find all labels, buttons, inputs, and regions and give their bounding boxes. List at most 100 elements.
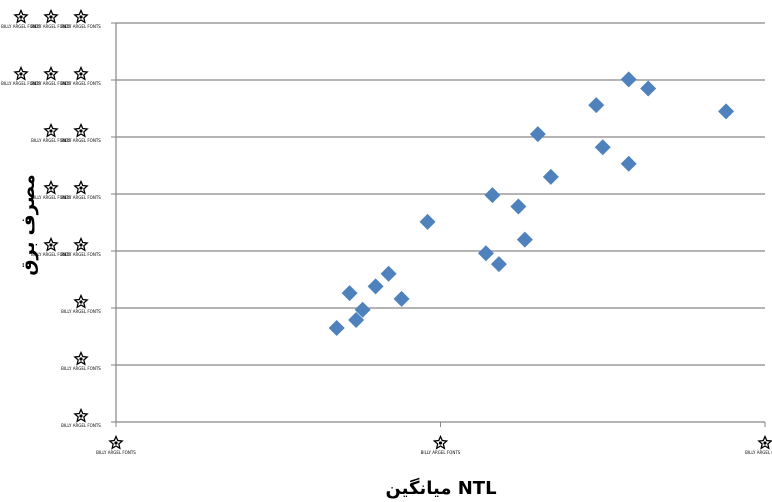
data-point-0-18 [620,71,637,88]
star-center-icon [79,300,83,304]
tick-glyph-caption: BILLY ARGEL FONTS [421,450,461,455]
star-center-icon [19,15,23,19]
y-tick-label-3-1: BILLY ARGEL FONTS [31,236,71,257]
y-tick-label-6-1: BILLY ARGEL FONTS [31,65,71,86]
star-glyph-icon [43,8,59,24]
data-point-0-20 [718,103,735,120]
data-point-0-13 [529,126,546,143]
y-tick-label-6-0: BILLY ARGEL FONTS [61,65,101,86]
star-glyph-icon [43,179,59,195]
tick-glyph-caption: BILLY ARGEL FONTS [96,450,136,455]
y-tick-label-7-0: BILLY ARGEL FONTS [61,8,101,29]
star-glyph-icon [43,122,59,138]
tick-glyph-caption: BILLY ARGEL FONTS [1,24,41,29]
x-tick-label-0.5: BILLY ARGEL FONTS [421,434,461,455]
data-point-0-9 [484,187,501,204]
data-point-0-4 [367,278,384,295]
star-glyph-icon [73,8,89,24]
data-point-0-0 [328,319,345,336]
tick-glyph-caption: BILLY ARGEL FONTS [31,138,71,143]
star-center-icon [49,243,53,247]
tick-glyph-caption: BILLY ARGEL FONTS [745,450,772,455]
data-point-0-2 [348,311,365,328]
y-tick-label-5-1: BILLY ARGEL FONTS [31,122,71,143]
y-tick-label-6-2: BILLY ARGEL FONTS [1,65,41,86]
data-point-0-11 [510,198,527,215]
star-center-icon [79,15,83,19]
data-point-0-8 [477,245,494,262]
data-point-0-16 [594,139,611,156]
y-tick-label-4-0: BILLY ARGEL FONTS [61,179,101,200]
star-center-icon [49,186,53,190]
gridlines [116,22,765,366]
data-points [328,71,735,336]
star-glyph-icon [43,65,59,81]
tick-glyph-caption: BILLY ARGEL FONTS [31,252,71,257]
star-center-icon [49,129,53,133]
y-tick-label-3-0: BILLY ARGEL FONTS [61,236,101,257]
star-glyph-icon [13,8,29,24]
star-center-icon [79,243,83,247]
data-point-0-19 [640,80,657,97]
star-center-icon [763,441,767,445]
data-point-0-14 [542,168,559,185]
star-center-icon [79,186,83,190]
star-center-icon [79,129,83,133]
star-center-icon [114,441,118,445]
star-glyph-icon [108,434,124,450]
star-center-icon [79,414,83,418]
star-glyph-icon [73,407,89,423]
star-center-icon [19,72,23,76]
tick-glyph-caption: BILLY ARGEL FONTS [61,24,101,29]
tick-glyph-caption: BILLY ARGEL FONTS [61,138,101,143]
star-center-icon [79,357,83,361]
y-tick-label-2-0: BILLY ARGEL FONTS [61,293,101,314]
star-center-icon [438,441,443,445]
data-point-0-3 [354,301,371,318]
tick-glyph-caption: BILLY ARGEL FONTS [31,81,71,86]
tick-glyph-caption: BILLY ARGEL FONTS [1,81,41,86]
data-point-0-7 [419,213,436,230]
data-point-0-12 [516,231,533,248]
y-tick-label-4-1: BILLY ARGEL FONTS [31,179,71,200]
data-point-0-15 [588,97,605,114]
data-point-0-6 [393,290,410,307]
star-glyph-icon [13,65,29,81]
data-point-0-5 [380,265,397,282]
star-glyph-icon [73,293,89,309]
y-tick-label-0-0: BILLY ARGEL FONTS [61,407,101,428]
star-glyph-icon [73,122,89,138]
x-axis-title: میانگین NTL [385,477,496,499]
data-point-0-10 [490,256,507,273]
tick-glyph-caption: BILLY ARGEL FONTS [61,195,101,200]
axes [111,22,766,427]
tick-glyph-caption: BILLY ARGEL FONTS [31,195,71,200]
y-tick-label-5-0: BILLY ARGEL FONTS [61,122,101,143]
star-glyph-icon [73,65,89,81]
star-glyph-icon [432,434,449,450]
data-point-0-17 [620,155,637,172]
tick-glyph-caption: BILLY ARGEL FONTS [61,252,101,257]
data-point-0-1 [341,285,358,302]
y-tick-label-7-2: BILLY ARGEL FONTS [1,8,41,29]
star-glyph-icon [757,434,772,450]
star-center-icon [49,15,53,19]
y-tick-label-7-1: BILLY ARGEL FONTS [31,8,71,29]
star-center-icon [79,72,83,76]
y-axis-title: مصرف برق [18,174,39,275]
tick-glyph-caption: BILLY ARGEL FONTS [61,81,101,86]
tick-glyph-caption: BILLY ARGEL FONTS [61,309,101,314]
y-tick-label-1-0: BILLY ARGEL FONTS [61,350,101,371]
star-glyph-icon [73,350,89,366]
x-tick-label-0: BILLY ARGEL FONTS [96,434,136,455]
star-glyph-icon [43,236,59,252]
tick-glyph-caption: BILLY ARGEL FONTS [61,366,101,371]
star-glyph-icon [73,236,89,252]
star-glyph-icon [73,179,89,195]
tick-glyph-caption: BILLY ARGEL FONTS [61,423,101,428]
x-tick-label-1: BILLY ARGEL FONTS [745,434,772,455]
tick-glyph-caption: BILLY ARGEL FONTS [31,24,71,29]
